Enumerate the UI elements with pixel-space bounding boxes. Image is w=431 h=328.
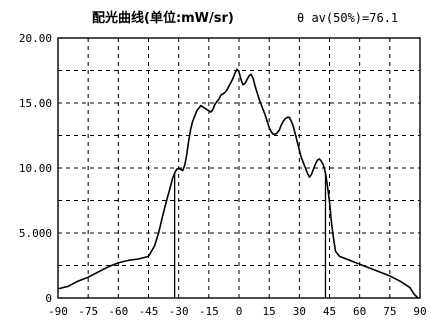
vertical-markers <box>173 173 327 298</box>
x-tick-labels: -90 -75 -60 -45 -30 -15 0 15 30 45 60 75 90 <box>48 305 427 318</box>
x-tick-label: -30 <box>169 305 189 318</box>
intensity-curve <box>57 68 419 299</box>
y-tick-label: 5.000 <box>19 227 52 240</box>
x-tick-label: -15 <box>199 305 219 318</box>
x-tick-label: 30 <box>293 305 306 318</box>
x-tick-label: -75 <box>78 305 98 318</box>
x-tick-label: 90 <box>413 305 426 318</box>
x-tick-label: 45 <box>323 305 336 318</box>
x-tick-label: 75 <box>383 305 396 318</box>
curve-layer <box>57 68 419 299</box>
x-tick-label: -90 <box>48 305 68 318</box>
y-tick-labels: 0 5.000 10.00 15.00 20.00 <box>19 32 52 305</box>
chart-title: 配光曲线(单位:mW/sr) <box>92 10 234 26</box>
grid <box>58 38 420 298</box>
y-tick-label: 20.00 <box>19 32 52 45</box>
x-tick-label: -60 <box>108 305 128 318</box>
y-tick-label: 10.00 <box>19 162 52 175</box>
y-tick-label: 15.00 <box>19 97 52 110</box>
plot-frame <box>57 37 421 299</box>
x-tick-label: 0 <box>236 305 243 318</box>
chart-annotation: θ av(50%)=76.1 <box>297 11 398 25</box>
x-tick-label: -45 <box>139 305 159 318</box>
y-tick-label: 0 <box>45 292 52 305</box>
x-tick-label: 15 <box>263 305 276 318</box>
x-tick-label: 60 <box>353 305 366 318</box>
